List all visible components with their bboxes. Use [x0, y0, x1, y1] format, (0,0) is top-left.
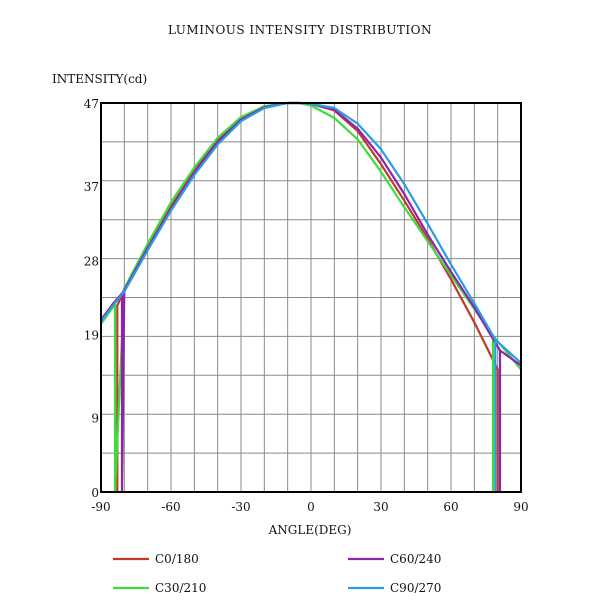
x-tick-label: 90	[513, 500, 528, 514]
grid	[101, 103, 521, 492]
legend-label: C0/180	[155, 552, 199, 566]
x-tick-label: 0	[307, 500, 315, 514]
legend: C0/180 C30/210 C60/240 C90/270	[113, 552, 441, 595]
y-tick-label: 37	[84, 180, 99, 194]
legend-label: C30/210	[155, 581, 206, 595]
x-tick-label: -60	[161, 500, 180, 514]
legend-label: C60/240	[390, 552, 441, 566]
x-tick-label: -90	[91, 500, 110, 514]
x-axis-title: ANGLE(DEG)	[268, 523, 352, 537]
y-tick-label: 19	[84, 329, 99, 343]
legend-label: C90/270	[390, 581, 441, 595]
y-tick-label: 28	[84, 254, 99, 268]
plot-frame	[100, 102, 522, 493]
y-tick-label: 9	[91, 412, 99, 426]
x-tick-label: 60	[443, 500, 458, 514]
x-tick-label: 30	[373, 500, 388, 514]
tick-labels: -90 -60 -30 0 30 60 90 0 9 19 28 37 47	[84, 97, 529, 514]
y-axis-title: INTENSITY(cd)	[52, 72, 147, 86]
x-tick-label: -30	[231, 500, 250, 514]
y-tick-label: 47	[84, 97, 99, 111]
chart-title: LUMINOUS INTENSITY DISTRIBUTION	[168, 23, 432, 37]
y-tick-label: 0	[91, 486, 99, 500]
